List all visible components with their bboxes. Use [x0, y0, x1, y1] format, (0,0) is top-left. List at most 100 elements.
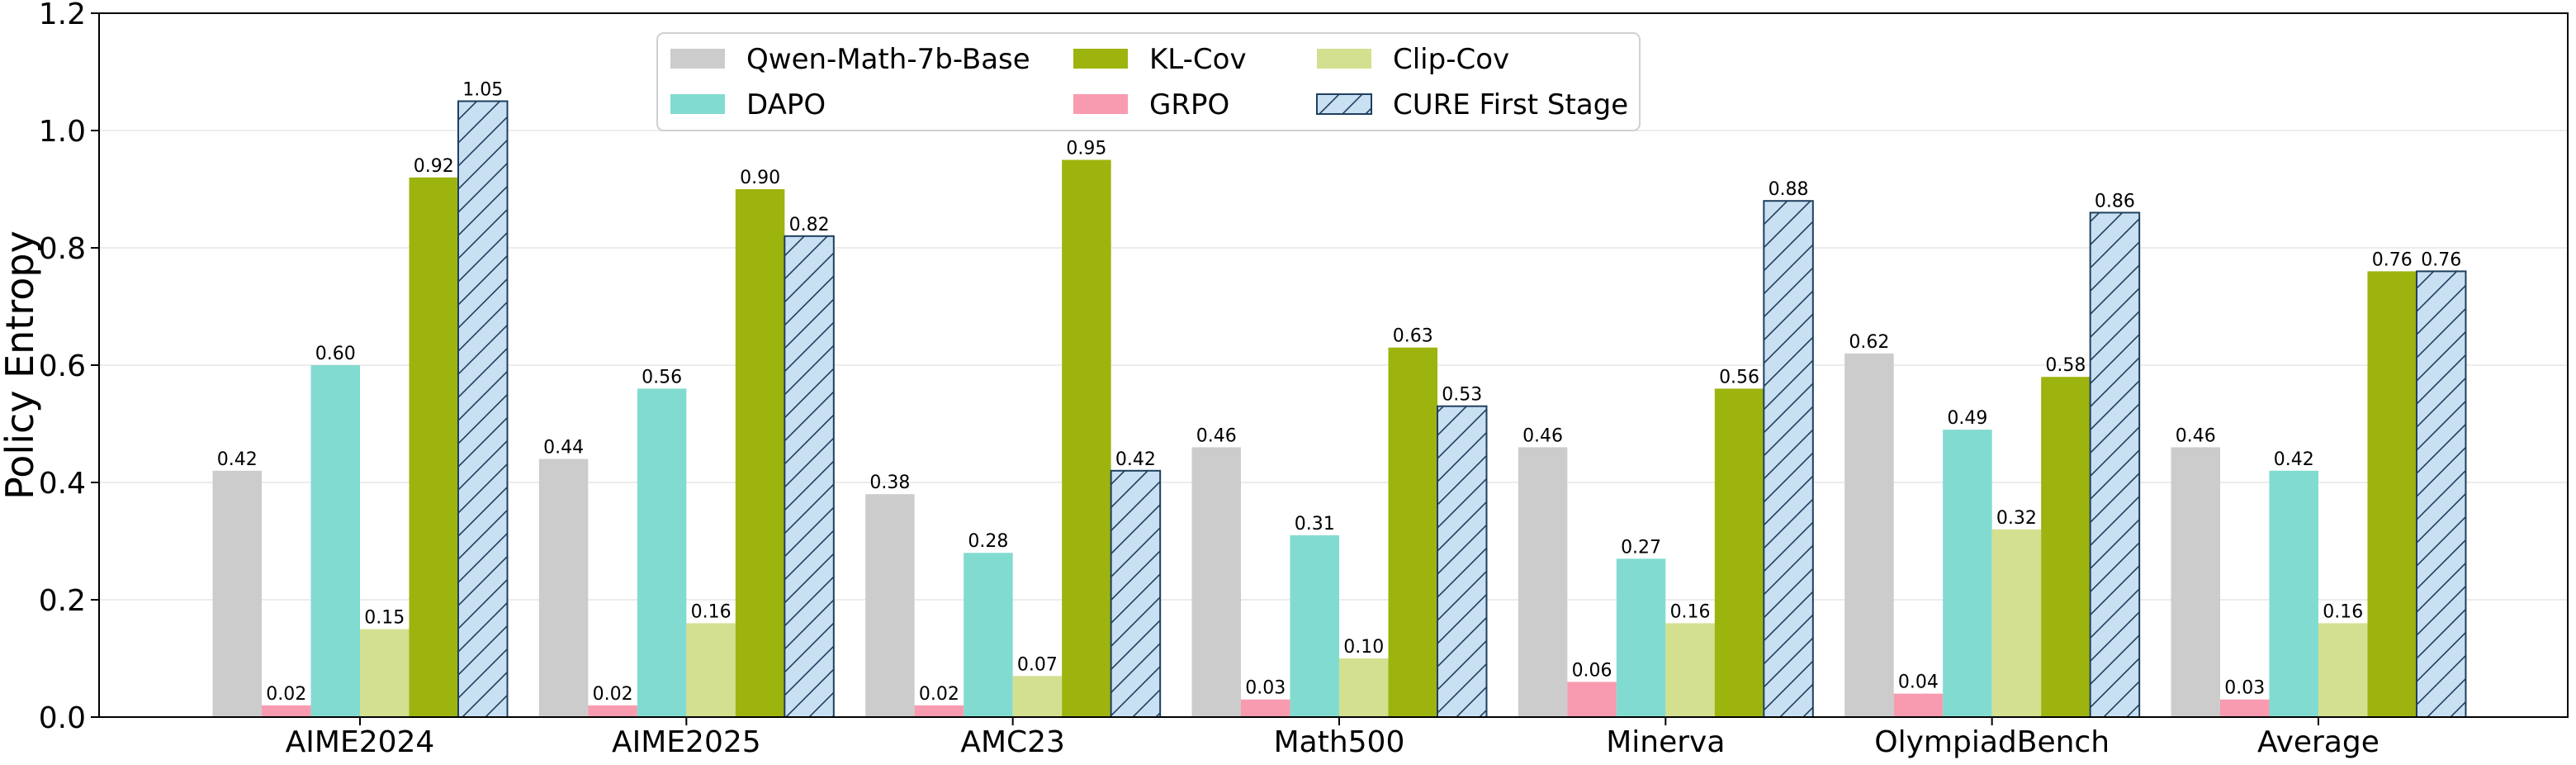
y-axis-title: Policy Entropy — [0, 230, 42, 500]
bar — [360, 629, 410, 717]
bar-value-label: 0.03 — [1245, 678, 1286, 699]
bar-value-label: 0.46 — [1196, 425, 1237, 446]
bar — [2318, 623, 2368, 717]
x-tick-label: AMC23 — [960, 725, 1065, 759]
bar — [1616, 558, 1666, 717]
bar — [1763, 200, 1814, 718]
bar-value-label: 0.06 — [1572, 660, 1612, 681]
bar-value-label: 0.76 — [2421, 249, 2461, 270]
x-axis: AIME2024 AIME2025 AMC23 Math500 Minerva Olymp… — [286, 717, 2379, 759]
bar — [1518, 447, 1568, 717]
bar-value-label: 0.56 — [1719, 367, 1759, 387]
legend: Qwen-Math-7b-Base DAPO KL-Cov GRPO Clip-Cov C… — [656, 32, 1641, 131]
bar-value-label: 0.31 — [1295, 514, 1335, 535]
legend-swatch — [670, 94, 725, 114]
x-tick-label: Average — [2257, 725, 2379, 759]
bar — [1991, 529, 2042, 717]
bar — [1012, 676, 1063, 717]
legend-label: Qwen-Math-7b-Base — [746, 43, 1030, 76]
bar-value-label: 0.56 — [642, 367, 682, 387]
y-tick-label: 0.6 — [39, 349, 86, 383]
x-tick-label: AIME2024 — [286, 725, 435, 759]
bar-value-label: 0.88 — [1769, 179, 1809, 200]
bar — [1893, 693, 1944, 717]
bar-value-label: 0.63 — [1393, 326, 1433, 347]
bar-value-label: 0.02 — [266, 684, 306, 705]
bar-value-label: 0.92 — [414, 156, 454, 177]
bar — [1844, 353, 1894, 717]
bar — [1436, 405, 1488, 718]
bar — [784, 235, 835, 718]
x-tick-label: Math500 — [1274, 725, 1405, 759]
legend-label: KL-Cov — [1149, 43, 1247, 76]
bar-value-label: 0.60 — [315, 344, 356, 364]
bar — [212, 470, 262, 717]
bar-value-label: 0.42 — [1115, 449, 1156, 470]
bar — [686, 623, 736, 717]
bar-value-label: 0.04 — [1898, 672, 1939, 693]
bar-value-label: 0.46 — [1522, 425, 1563, 446]
bar-value-label: 0.27 — [1621, 537, 1661, 558]
bar — [1567, 682, 1617, 717]
bar-value-label: 0.76 — [2372, 249, 2413, 270]
bar — [1665, 623, 1715, 717]
legend-box — [656, 32, 1641, 131]
bar — [538, 459, 589, 717]
bar-value-label: 0.10 — [1343, 637, 1384, 658]
bar — [865, 494, 915, 717]
bar-value-label: 0.62 — [1849, 332, 1889, 353]
bar — [1714, 388, 1764, 717]
bars — [212, 100, 2467, 718]
bar-value-label: 0.02 — [593, 684, 633, 705]
bar — [457, 100, 509, 718]
bar-value-label: 0.02 — [919, 684, 959, 705]
bar — [1110, 469, 1162, 718]
bar — [2415, 270, 2467, 718]
y-tick-label: 0.0 — [39, 701, 86, 735]
bar — [1191, 447, 1241, 717]
bar — [1062, 159, 1111, 717]
bar — [310, 365, 360, 717]
bar — [637, 388, 687, 717]
bar-value-label: 0.49 — [1947, 408, 1987, 429]
legend-swatch — [670, 49, 725, 69]
bar-value-label: 0.28 — [968, 531, 1008, 552]
bar — [1338, 658, 1389, 717]
bar — [1290, 535, 1339, 717]
bar-value-label: 0.53 — [1442, 385, 1482, 406]
bar-value-label: 0.42 — [217, 449, 258, 470]
bar — [735, 189, 785, 717]
bar-value-label: 0.58 — [2045, 355, 2086, 376]
bar — [1388, 347, 1437, 717]
bar-value-label: 0.16 — [691, 601, 732, 622]
bar-value-label: 0.38 — [869, 473, 910, 493]
bar-value-label: 0.03 — [2224, 678, 2265, 699]
bar-value-label: 0.82 — [789, 215, 830, 235]
bar — [2367, 271, 2417, 717]
bar — [964, 553, 1013, 717]
bar-value-label: 0.16 — [2323, 601, 2363, 622]
bar-value-label: 1.05 — [462, 80, 503, 101]
bar — [914, 705, 964, 717]
legend-swatch — [1073, 94, 1128, 114]
bar-value-label: 0.32 — [1996, 508, 2037, 529]
y-tick-label: 1.2 — [39, 0, 86, 31]
bar — [1240, 699, 1290, 717]
bar-value-label: 0.16 — [1670, 601, 1711, 622]
bar — [2269, 470, 2318, 717]
legend-label: DAPO — [746, 88, 826, 121]
bar — [2041, 377, 2091, 717]
legend-swatch — [1073, 49, 1128, 69]
y-tick-label: 0.8 — [39, 232, 86, 266]
legend-label: CURE First Stage — [1393, 88, 1628, 121]
bar-value-label: 0.86 — [2095, 191, 2135, 211]
bar — [588, 705, 637, 717]
y-tick-label: 0.2 — [39, 584, 86, 618]
bar-value-label: 0.07 — [1017, 654, 1058, 675]
y-tick-label: 0.4 — [39, 467, 86, 501]
bar — [2171, 447, 2220, 717]
bar — [262, 705, 311, 717]
bar-value-label: 0.44 — [543, 438, 584, 459]
bar — [2219, 699, 2270, 717]
